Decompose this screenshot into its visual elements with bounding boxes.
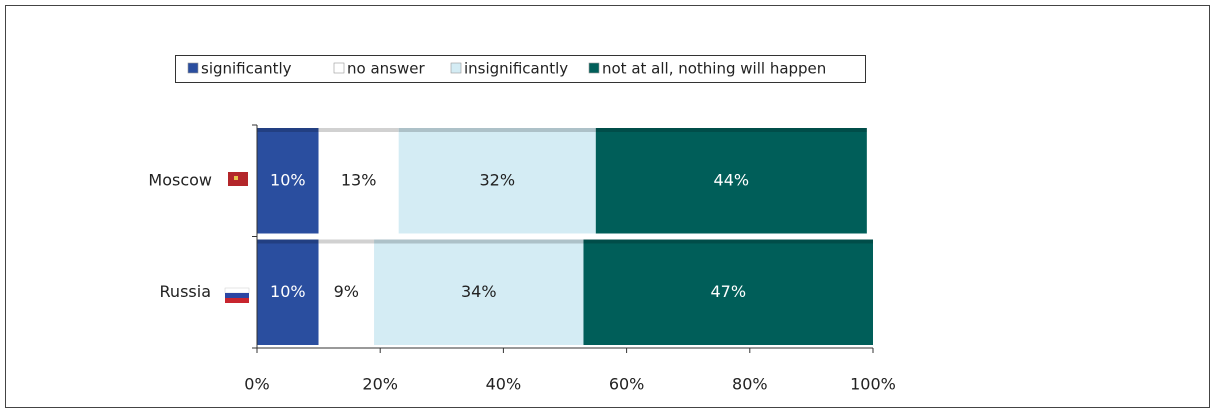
- x-tick-label: 40%: [486, 375, 522, 394]
- y-tick-label: Moscow: [148, 170, 212, 189]
- x-tick-label: 20%: [362, 375, 398, 394]
- legend-swatch: [333, 62, 345, 74]
- legend: significantly no answer insignificantly not…: [187, 60, 826, 78]
- legend-swatch: [450, 62, 462, 74]
- legend-label: no answer: [347, 60, 425, 78]
- value-label: 9%: [334, 282, 359, 301]
- flag-russia: [224, 287, 250, 303]
- legend-label: insignificantly: [464, 60, 568, 78]
- bar-segment: [318, 239, 375, 345]
- frame: [5, 5, 1210, 408]
- bar-segment: [318, 128, 399, 234]
- bar-top-edge: [398, 128, 596, 132]
- legend-swatch: [187, 62, 199, 74]
- x-tick-label: 100%: [850, 375, 896, 394]
- bar-top-edge: [595, 128, 867, 132]
- value-label: 34%: [461, 282, 497, 301]
- flag-moscow: [228, 172, 248, 186]
- bar-segment: [398, 128, 596, 234]
- bar-segment: [257, 128, 319, 234]
- bar-top-edge: [257, 128, 319, 132]
- value-label: 13%: [341, 170, 377, 189]
- bar-segment: [595, 128, 867, 234]
- x-tick-label: 80%: [732, 375, 768, 394]
- legend-swatch: [588, 62, 600, 74]
- bar-top-edge: [374, 239, 584, 244]
- bar-segment: [374, 239, 584, 345]
- legend-label: not at all, nothing will happen: [602, 60, 826, 78]
- y-tick-label: Russia: [160, 282, 211, 301]
- bar-top-edge: [318, 128, 399, 132]
- x-tick-label: 0%: [244, 375, 269, 394]
- value-label: 10%: [270, 170, 306, 189]
- legend-box: [175, 55, 866, 83]
- bar-segment: [583, 239, 873, 345]
- bar-segment: [257, 239, 319, 345]
- legend-label: significantly: [201, 60, 292, 78]
- value-label: 44%: [714, 170, 750, 189]
- value-label: 32%: [479, 170, 515, 189]
- x-tick-label: 60%: [609, 375, 645, 394]
- bar-top-edge: [257, 239, 319, 244]
- bar-top-edge: [318, 239, 375, 244]
- value-label: 10%: [270, 282, 306, 301]
- value-label: 47%: [710, 282, 746, 301]
- bar-top-edge: [583, 239, 873, 244]
